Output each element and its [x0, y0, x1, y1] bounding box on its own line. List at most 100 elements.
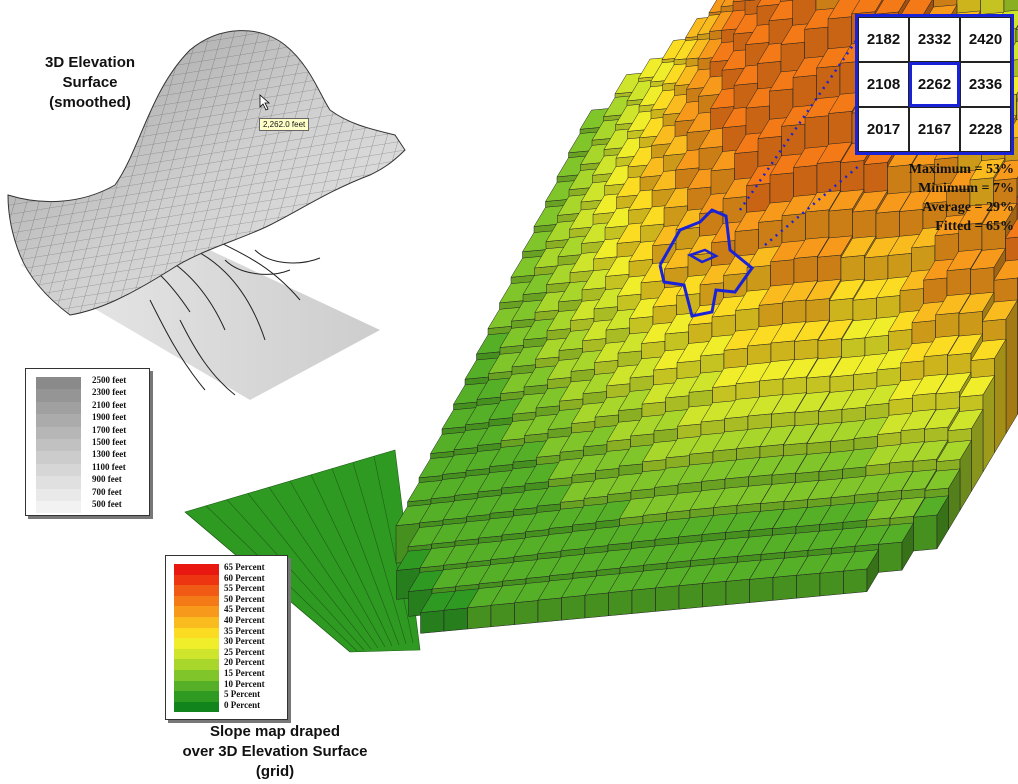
slope-column-face — [924, 407, 960, 430]
slope-column-face — [877, 470, 914, 493]
slope-column-face — [900, 409, 937, 431]
slope-column-face — [783, 423, 819, 446]
slope-column-face — [816, 141, 853, 164]
grid-cell: 2017 — [858, 107, 909, 152]
slope-column-face — [817, 235, 853, 258]
slope-column-face — [946, 249, 983, 271]
elevation-legend-swatch — [36, 377, 81, 390]
grid-cell: 2332 — [909, 17, 960, 62]
slope-legend-swatch — [174, 606, 219, 617]
slope-column-face — [561, 595, 586, 621]
slope-column-face — [913, 495, 949, 518]
slope-column-face — [829, 278, 865, 301]
elevation-legend-swatch — [36, 463, 81, 477]
slope-legend-swatch — [174, 585, 219, 596]
elevation-legend-swatch — [36, 401, 81, 415]
slope-column-face — [760, 481, 796, 504]
slope-column-face — [747, 394, 784, 417]
elevation-legend-swatch — [36, 451, 81, 464]
slope-column-face — [947, 409, 984, 431]
slope-column-face — [866, 498, 902, 521]
elevation-legend-label: 1700 feet — [92, 424, 127, 435]
slope-column-face — [782, 357, 819, 380]
slope-legend-label: 50 Percent — [224, 593, 265, 604]
slope-title-line-2: over 3D Elevation Surface — [182, 743, 368, 760]
slope-column-face — [756, 0, 784, 7]
slope-column-face — [771, 392, 807, 415]
slope-column-face — [851, 0, 883, 15]
slope-column-face — [467, 605, 492, 630]
slope-column-face — [655, 585, 680, 612]
stat-fitted: Fitted = 65% — [935, 219, 1014, 234]
slope-column-face — [537, 597, 562, 623]
slope-column-face — [889, 496, 926, 519]
slope-legend-label: 45 Percent — [224, 604, 265, 615]
slope-legend-label: 30 Percent — [224, 636, 265, 647]
slope-column-face — [794, 319, 830, 342]
slope-column-face — [969, 158, 1006, 181]
slope-column-face — [993, 159, 1018, 181]
elevation-title-line-1: 3D Elevation — [44, 54, 136, 71]
slope-column-face — [875, 191, 912, 214]
elevation-legend-swatch — [36, 439, 81, 452]
slope-column-face — [793, 236, 830, 259]
slope-column-face — [796, 572, 821, 599]
slope-legend-swatch — [174, 617, 219, 628]
elevation-legend-label: 1500 feet — [92, 437, 127, 447]
elevation-legend-label: 1900 feet — [92, 412, 127, 423]
slope-column-face — [994, 338, 1007, 454]
slope-column-face — [782, 280, 818, 303]
slope-legend-label: 40 Percent — [224, 615, 265, 625]
slope-legend: 65 Percent 60 Percent 55 Percent 50 Percent… — [165, 555, 288, 720]
elevation-surface-title: 3D Elevation Surface (smoothed) — [20, 53, 160, 113]
slope-column-face — [913, 514, 938, 552]
slope-column-face — [748, 508, 785, 531]
elevation-legend-label: 500 feet — [92, 499, 122, 509]
stat-maximum: Maximum = 53% — [908, 162, 1014, 177]
slope-legend-swatch — [174, 701, 219, 713]
slope-column-face — [608, 590, 633, 617]
slope-legend-swatch — [174, 680, 219, 692]
elevation-legend-swatch — [36, 414, 81, 427]
slope-column-face — [993, 259, 1018, 281]
slope-column-face — [631, 587, 656, 614]
grid-cell: 2420 — [960, 17, 1011, 62]
grid-cell: 2182 — [858, 17, 909, 62]
elevation-legend-label: 2100 feet — [92, 399, 127, 410]
slope-legend-swatch — [174, 691, 219, 702]
slope-legend-swatch — [174, 564, 219, 575]
slope-column-face — [912, 439, 949, 462]
elevation-surface-wireframe — [7, 30, 406, 400]
slope-legend-label: 55 Percent — [224, 583, 265, 594]
slope-legend-label: 20 Percent — [224, 657, 265, 668]
slope-column-face — [878, 522, 914, 545]
slope-column-face — [854, 524, 891, 547]
slope-column-face — [759, 424, 796, 447]
elevation-legend-label: 2300 feet — [92, 387, 127, 398]
slope-column-face — [817, 319, 854, 341]
grid-cell: 2108 — [858, 62, 909, 107]
slope-legend-swatch — [174, 574, 219, 586]
slope-column-face — [783, 480, 820, 503]
elevation-legend-label: 700 feet — [92, 486, 122, 497]
slope-column-face — [1005, 298, 1018, 435]
slope-column-face — [759, 359, 795, 382]
slope-column-face — [840, 235, 877, 258]
slope-column-face — [725, 578, 750, 606]
slope-statistics: Maximum = 53% Minimum = 7% Average = 29%… — [860, 160, 1014, 236]
slope-legend-swatch — [174, 659, 219, 670]
slope-legend-swatch — [174, 670, 219, 681]
slope-column-face — [843, 549, 879, 572]
slope-column-face — [794, 391, 831, 414]
slope-column-face — [806, 356, 842, 379]
slope-column-face — [924, 468, 961, 491]
slope-column-face — [935, 293, 971, 316]
elevation-legend-label: 1300 feet — [92, 449, 127, 460]
slope-legend-swatch — [174, 648, 219, 660]
slope-column-face — [736, 483, 773, 506]
grid-cell-center: 2262 — [909, 62, 960, 107]
contour-lines — [124, 234, 321, 396]
slope-column-face — [852, 190, 888, 213]
slope-column-face — [443, 607, 468, 632]
stat-average: Average = 29% — [922, 200, 1014, 215]
